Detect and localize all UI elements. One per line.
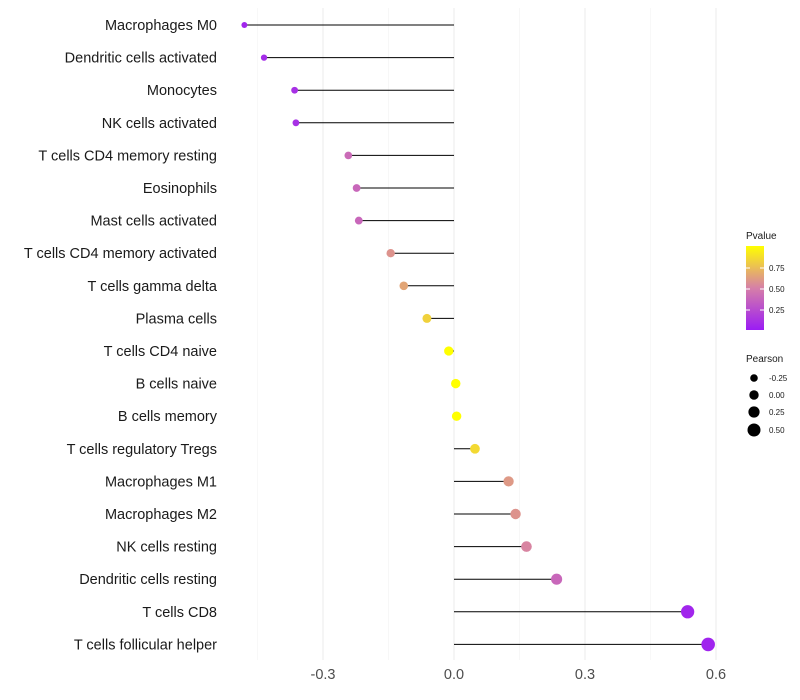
pearson-legend-tick: -0.25 [769,374,788,383]
category-label: T cells gamma delta [88,279,218,295]
grid-lines [257,8,717,660]
x-tick-label: 0.6 [706,667,726,683]
pearson-legend-tick: 0.50 [769,426,785,435]
pvalue-colorbar [746,246,764,330]
pvalue-legend-tick: 0.25 [769,306,785,315]
category-label: T cells CD8 [142,605,217,621]
category-label: Macrophages M2 [105,507,217,523]
lollipop-dot [386,249,395,258]
lollipop-dot [354,216,363,225]
category-label: Plasma cells [136,311,217,327]
lollipop-dot [681,605,695,619]
lollipop-dot [422,313,432,323]
category-label: Mast cells activated [90,214,217,230]
category-label: Dendritic cells resting [79,572,217,588]
category-label: T cells regulatory Tregs [67,442,217,458]
pearson-legend-title: Pearson [746,354,783,365]
lollipop-dot [292,119,300,127]
x-tick-label: -0.3 [310,667,335,683]
lollipop-dot [352,184,361,192]
category-label: Eosinophils [143,181,217,197]
pearson-legend-dot [747,423,761,437]
lollipop-dot [260,54,268,61]
lollipop-dot [241,22,248,28]
lollipop-stems [244,24,709,645]
category-label: T cells CD4 memory activated [24,246,217,262]
lollipop-dot [470,443,480,454]
category-label: Macrophages M1 [105,474,217,490]
lollipop-dot [503,476,514,487]
x-tick-label: 0.0 [444,667,464,683]
category-label: T cells CD4 naive [104,344,217,360]
lollipop-dot [291,86,298,94]
category-label: B cells memory [118,409,218,425]
pearson-legend: Pearson -0.25 0.00 0.25 0.50 [746,354,788,437]
pvalue-legend: Pvalue 0.75 0.50 0.25 [746,231,785,330]
lollipop-dot [510,508,521,520]
lollipop-dot [701,637,715,652]
lollipop-dot [551,573,563,585]
lollipop-dot [451,378,461,389]
category-label: T cells CD4 memory resting [38,148,217,164]
category-label: Dendritic cells activated [65,51,217,67]
pearson-legend-dot [750,374,758,382]
category-label: B cells naive [136,377,217,393]
pearson-legend-dot [749,390,759,400]
pearson-legend-tick: 0.00 [769,391,785,400]
x-axis-tick-labels: -0.3 0.0 0.3 0.6 [310,667,726,683]
x-tick-label: 0.3 [575,667,595,683]
category-label: NK cells resting [116,540,217,556]
lollipop-dot [451,411,462,421]
lollipop-dot [521,541,532,552]
lollipop-dot [444,346,454,356]
category-label: Monocytes [147,83,217,99]
pearson-legend-dot [748,406,760,418]
category-label: NK cells activated [102,116,217,132]
pvalue-legend-tick: 0.75 [769,264,785,273]
pvalue-legend-tick: 0.50 [769,285,785,294]
lollipop-dots [241,22,715,652]
category-label: Macrophages M0 [105,18,217,34]
pvalue-legend-title: Pvalue [746,231,777,242]
lollipop-dot [344,151,353,160]
pearson-legend-tick: 0.25 [769,408,785,417]
category-label: T cells follicular helper [74,637,217,653]
y-axis-category-labels: Macrophages M0 Dendritic cells activated M… [24,18,218,653]
lollipop-dot [399,281,409,291]
